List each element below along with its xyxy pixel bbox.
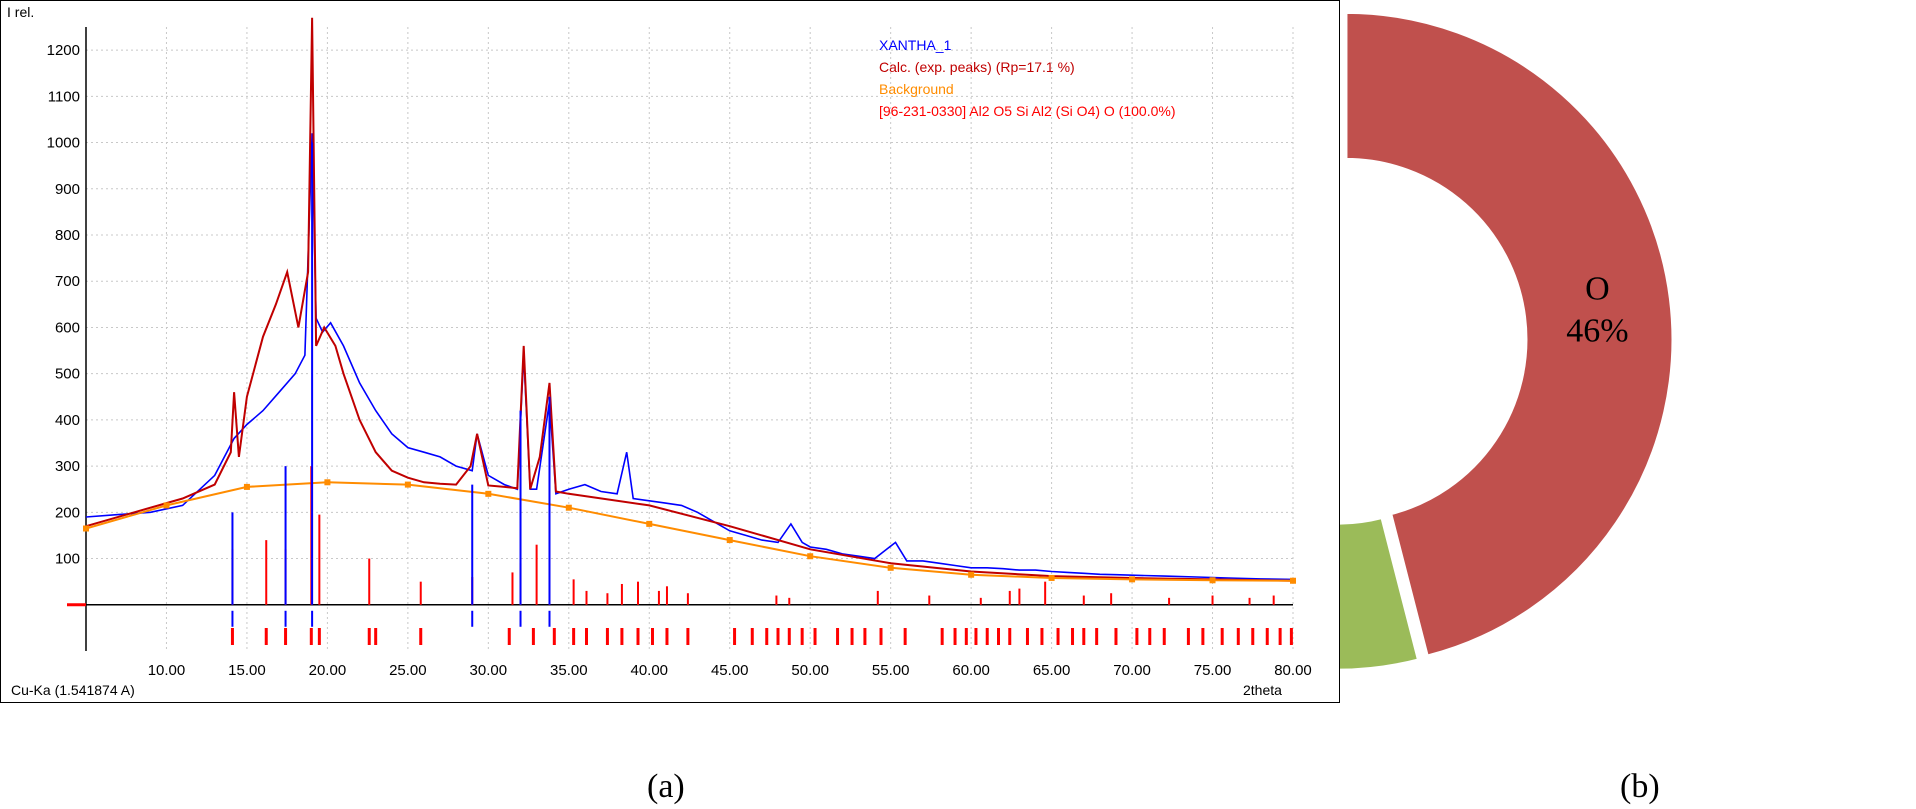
x-tick-label: 80.00 (1274, 662, 1312, 679)
background-point (1290, 577, 1296, 584)
background-point (324, 479, 331, 486)
x-tick-label: 25.00 (389, 662, 427, 679)
background-point (565, 504, 572, 511)
xrd-axes (67, 27, 1293, 651)
legend-item-calc: Calc. (exp. peaks) (Rp=17.1 %) (879, 59, 1075, 75)
background-point (243, 483, 250, 490)
donut-slice-h (1340, 515, 1421, 672)
legend-item-xantha: XANTHA_1 (879, 37, 952, 53)
x-tick-label: 15.00 (228, 662, 266, 679)
y-tick-label: 500 (55, 366, 80, 383)
slice-percent-label: 46% (1566, 313, 1628, 350)
x-tick-label: 45.00 (711, 662, 749, 679)
y-tick-label: 1000 (47, 135, 80, 152)
y-tick-label: 100 (55, 551, 80, 568)
background-point (1129, 576, 1136, 583)
donut-labels: O46%H36%N18% (1566, 271, 1628, 350)
y-tick-label: 1100 (48, 88, 80, 105)
y-tick-label: 300 (55, 458, 80, 475)
background-point (1209, 577, 1216, 584)
series-line (85, 481, 1294, 582)
y-tick-label: 800 (55, 227, 80, 244)
x-tick-label: 35.00 (550, 662, 588, 679)
background-point (404, 481, 411, 488)
radiation-label: Cu-Ka (1.541874 A) (11, 682, 135, 698)
donut-slices (1340, 10, 1675, 672)
y-tick-label: 400 (55, 412, 80, 429)
xrd-legend: XANTHA_1 Calc. (exp. peaks) (Rp=17.1 %) … (879, 37, 1176, 119)
series-line (85, 133, 1294, 581)
background-point (485, 490, 492, 497)
x-tick-label: 65.00 (1033, 662, 1071, 679)
x-tick-label: 70.00 (1113, 662, 1151, 679)
x-tick-label: 40.00 (630, 662, 668, 679)
x-tick-label: 50.00 (791, 662, 829, 679)
donut-slice-o (1344, 10, 1675, 658)
background-point (1048, 574, 1055, 581)
series-line (85, 17, 1294, 582)
background-point (807, 553, 814, 560)
y-tick-label: 200 (55, 504, 80, 521)
caption-b: (b) (1620, 768, 1660, 805)
slice-category-label: O (1585, 271, 1610, 308)
xrd-chart: 100 200 300 400 500 600 700 800 900 1000 1100 1200 1… (7, 4, 1312, 698)
background-point (887, 564, 894, 571)
y-tick-label: 700 (55, 273, 80, 290)
background-point (968, 571, 975, 578)
x-axis-label: 2theta (1243, 682, 1282, 698)
x-tick-label: 20.00 (309, 662, 347, 679)
background-point (646, 520, 653, 527)
x-tick-label: 30.00 (470, 662, 508, 679)
legend-item-background: Background (879, 81, 954, 97)
x-tick-label: 10.00 (148, 662, 186, 679)
y-axis-label: I rel. (7, 4, 34, 20)
y-tick-label: 1200 (47, 42, 80, 59)
x-tick-label: 60.00 (952, 662, 990, 679)
caption-a: (a) (647, 768, 685, 805)
background-point (163, 502, 170, 509)
x-tick-label: 75.00 (1194, 662, 1232, 679)
xrd-reference-sticks (230, 142, 1293, 645)
background-point (83, 525, 89, 532)
y-tick-label: 900 (55, 181, 80, 198)
legend-item-reference: [96-231-0330] Al2 O5 Si Al2 (Si O4) O (1… (879, 103, 1176, 119)
x-tick-label: 55.00 (872, 662, 910, 679)
xrd-series (83, 17, 1296, 584)
background-point (726, 537, 733, 544)
xrd-tick-labels: 100 200 300 400 500 600 700 800 900 1000 1100 1200 1… (47, 42, 1312, 679)
element-composition-donut: O46%H36%N18% (1340, 10, 1675, 672)
xrd-pattern-panel: 100 200 300 400 500 600 700 800 900 1000 1100 1200 1… (0, 0, 1340, 703)
y-tick-label: 600 (55, 319, 80, 336)
